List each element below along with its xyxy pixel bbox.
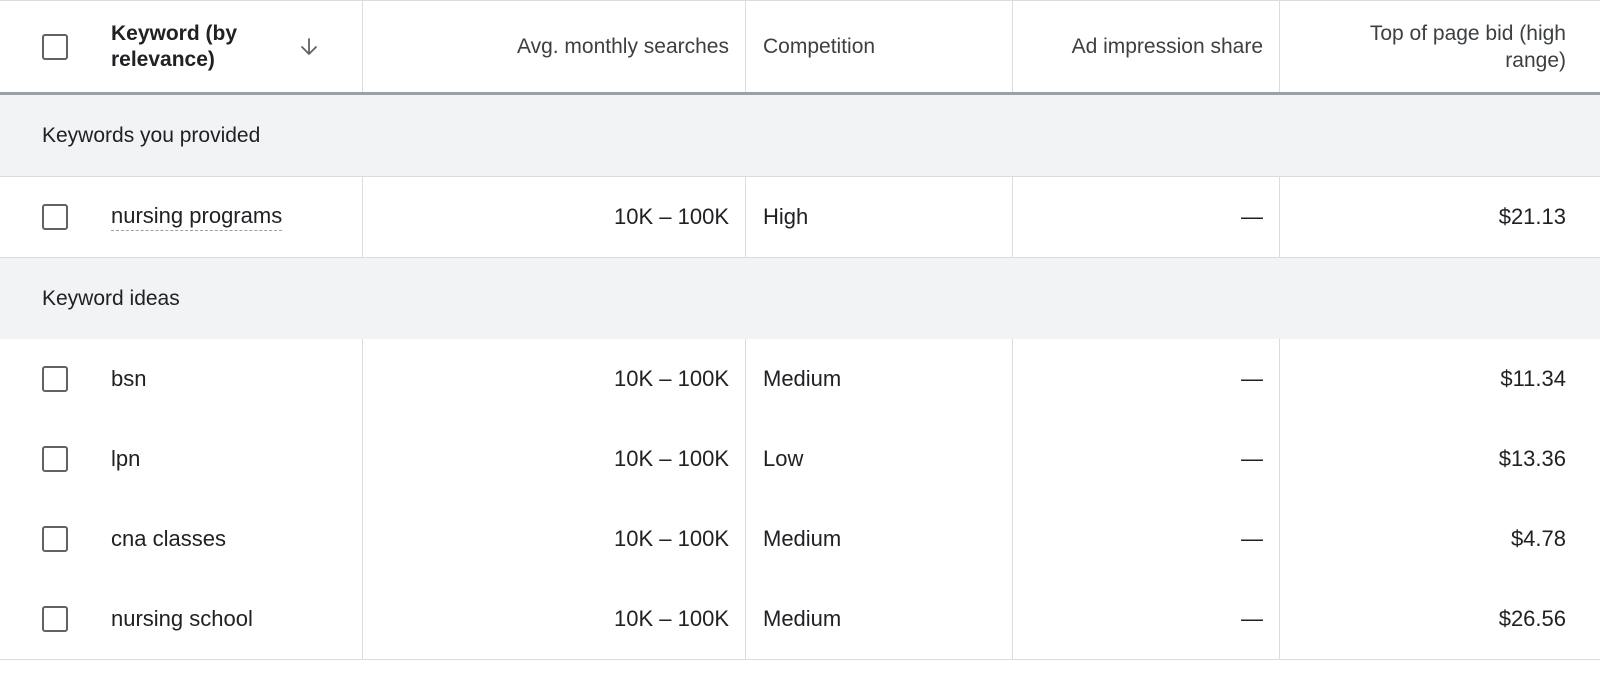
- bid-cell: $13.36: [1280, 419, 1600, 499]
- header-avg-cell[interactable]: Avg. monthly searches: [363, 1, 746, 92]
- header-competition-cell[interactable]: Competition: [746, 1, 1013, 92]
- row-checkbox[interactable]: [42, 526, 68, 552]
- competition-cell: High: [746, 177, 1013, 257]
- table-row[interactable]: nursing school 10K – 100K Medium — $26.5…: [0, 579, 1600, 660]
- avg-searches-value: 10K – 100K: [614, 366, 729, 391]
- header-impression-label: Ad impression share: [1071, 35, 1263, 58]
- select-all-checkbox[interactable]: [42, 33, 68, 60]
- keyword-cell: nursing programs: [0, 177, 363, 257]
- table-header-row: Keyword (by relevance) Avg. monthly sear…: [0, 1, 1600, 95]
- bid-cell: $4.78: [1280, 499, 1600, 579]
- avg-searches-cell: 10K – 100K: [363, 499, 746, 579]
- competition-cell: Medium: [746, 499, 1013, 579]
- avg-searches-value: 10K – 100K: [614, 526, 729, 551]
- group-row-provided: Keywords you provided: [0, 95, 1600, 177]
- header-keyword-line1: Keyword (by: [111, 21, 238, 45]
- keyword-text: bsn: [111, 366, 147, 391]
- bid-cell: $26.56: [1280, 579, 1600, 659]
- header-avg-label: Avg. monthly searches: [516, 35, 729, 58]
- table-row[interactable]: nursing programs 10K – 100K High — $21.1…: [0, 177, 1600, 258]
- impression-value: —: [1241, 446, 1263, 471]
- bid-cell: $11.34: [1280, 339, 1600, 419]
- keyword-cell: bsn: [0, 339, 363, 419]
- row-checkbox[interactable]: [42, 446, 68, 472]
- keyword-text: cna classes: [111, 526, 226, 551]
- header-keyword-cell[interactable]: Keyword (by relevance): [0, 1, 363, 92]
- avg-searches-cell: 10K – 100K: [363, 419, 746, 499]
- bid-value: $26.56: [1498, 606, 1566, 631]
- keyword-text[interactable]: nursing programs: [111, 203, 283, 231]
- bid-cell: $21.13: [1280, 177, 1600, 257]
- impression-cell: —: [1013, 177, 1280, 257]
- impression-value: —: [1241, 204, 1263, 229]
- avg-searches-cell: 10K – 100K: [363, 579, 746, 659]
- impression-value: —: [1241, 366, 1263, 391]
- keyword-text: nursing school: [111, 606, 253, 631]
- group-label: Keyword ideas: [42, 286, 180, 310]
- header-impression-cell[interactable]: Ad impression share: [1013, 1, 1280, 92]
- competition-cell: Low: [746, 419, 1013, 499]
- header-bid-label: Top of page bid (high range): [1370, 20, 1566, 74]
- keyword-cell: nursing school: [0, 579, 363, 659]
- bid-value: $13.36: [1498, 446, 1566, 471]
- group-row-ideas: Keyword ideas: [0, 258, 1600, 340]
- table-row[interactable]: lpn 10K – 100K Low — $13.36: [0, 419, 1600, 500]
- impression-cell: —: [1013, 339, 1280, 419]
- keyword-cell: cna classes: [0, 499, 363, 579]
- header-keyword-line2: relevance): [111, 47, 215, 71]
- avg-searches-cell: 10K – 100K: [363, 339, 746, 419]
- competition-cell: Medium: [746, 579, 1013, 659]
- table-row[interactable]: cna classes 10K – 100K Medium — $4.78: [0, 499, 1600, 580]
- impression-value: —: [1241, 526, 1263, 551]
- keyword-text: lpn: [111, 446, 141, 471]
- impression-cell: —: [1013, 499, 1280, 579]
- keyword-cell: lpn: [0, 419, 363, 499]
- avg-searches-cell: 10K – 100K: [363, 177, 746, 257]
- competition-value: Medium: [763, 366, 842, 391]
- competition-value: Medium: [763, 526, 842, 551]
- competition-value: High: [763, 204, 809, 229]
- impression-cell: —: [1013, 419, 1280, 499]
- row-checkbox[interactable]: [42, 204, 68, 230]
- row-checkbox[interactable]: [42, 606, 68, 632]
- impression-value: —: [1241, 606, 1263, 631]
- competition-value: Low: [763, 446, 804, 471]
- group-label: Keywords you provided: [42, 123, 261, 147]
- avg-searches-value: 10K – 100K: [614, 204, 729, 229]
- table-row[interactable]: bsn 10K – 100K Medium — $11.34: [0, 339, 1600, 420]
- competition-cell: Medium: [746, 339, 1013, 419]
- header-competition-label: Competition: [763, 35, 876, 58]
- header-bid-line2: range): [1505, 48, 1566, 72]
- bid-value: $11.34: [1500, 366, 1566, 391]
- avg-searches-value: 10K – 100K: [614, 606, 729, 631]
- bid-value: $21.13: [1498, 204, 1566, 229]
- header-bid-cell[interactable]: Top of page bid (high range): [1280, 1, 1600, 92]
- header-bid-line1: Top of page bid (high: [1369, 21, 1566, 45]
- row-checkbox[interactable]: [42, 366, 68, 392]
- arrow-down-icon[interactable]: [297, 35, 321, 59]
- header-keyword-label[interactable]: Keyword (by relevance): [111, 21, 281, 73]
- impression-cell: —: [1013, 579, 1280, 659]
- competition-value: Medium: [763, 606, 842, 631]
- avg-searches-value: 10K – 100K: [614, 446, 729, 471]
- bid-value: $4.78: [1510, 526, 1566, 551]
